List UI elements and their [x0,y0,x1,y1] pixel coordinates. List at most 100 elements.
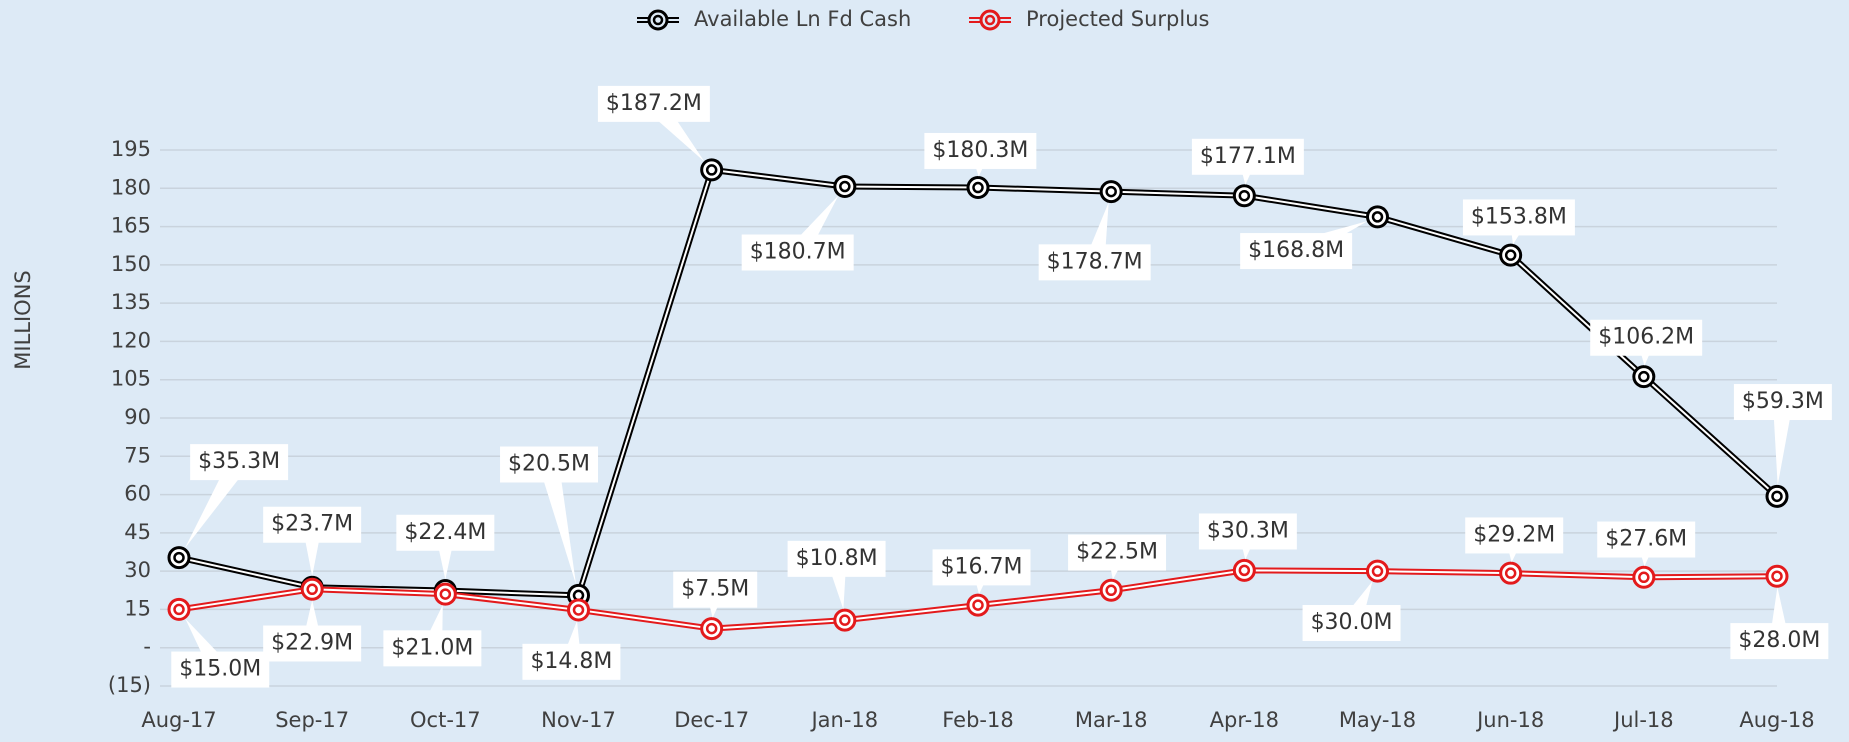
marker-inner [439,588,452,600]
value-label-group: $168.8M [1240,221,1368,270]
x-tick-label: Sep-17 [275,708,349,732]
value-label-group: $21.0M [383,604,482,667]
marker [1765,564,1789,588]
value-label-pointer [1504,534,1525,563]
marker [1099,578,1123,602]
y-tick-label: 30 [124,558,151,582]
marker-inner [705,622,718,635]
value-label-group: $7.5M [673,571,758,618]
value-label-group: $15.0M [171,618,270,688]
marker [700,158,724,182]
value-label-pointer [184,456,248,549]
value-label: $21.0M [391,635,473,660]
marker-inner [1771,570,1783,582]
value-label: $27.6M [1605,527,1687,552]
value-label-pointer [435,532,456,580]
marker-inner [173,551,185,564]
y-tick-label: 90 [124,405,151,429]
marker-inner [173,603,185,616]
value-label: $30.3M [1207,518,1289,543]
x-tick-label: Aug-18 [1739,708,1814,732]
value-label-group: $22.4M [396,514,495,580]
value-label-pointer [1237,155,1258,185]
value-label-pointer [1084,202,1109,265]
marker-inner [705,164,718,176]
value-label-pointer [185,618,229,676]
value-label-group: $28.0M [1730,587,1829,660]
value-label: $28.0M [1738,628,1820,653]
marker-inner [1371,565,1384,577]
legend-marker-inner [984,14,996,26]
value-label-pointer [1772,401,1793,486]
value-label: $29.2M [1473,522,1555,547]
value-label-group: $23.7M [263,506,362,577]
value-label-group: $29.2M [1465,517,1564,563]
x-tick-label: Mar-18 [1075,708,1148,732]
marker [1632,365,1656,389]
marker-inner [1504,249,1517,261]
x-tick-label: Jan-18 [809,708,878,732]
value-label-group: $22.5M [1068,534,1167,580]
value-label-group: $22.9M [263,600,362,662]
value-label-pointer [1237,530,1258,560]
value-label-pointer [1769,587,1790,642]
value-label-group: $180.7M [741,195,854,271]
marker-inner [1771,490,1783,503]
marker-inner [572,604,585,616]
marker [167,546,191,570]
marker [1366,205,1389,229]
value-label: $20.5M [508,452,590,477]
marker [1232,184,1256,208]
value-label-group: $178.7M [1038,202,1151,281]
legend-marker-inner [652,14,664,26]
value-label: $22.5M [1076,540,1158,565]
legend-label: Available Ln Fd Cash [694,7,911,31]
value-label-pointer [302,524,323,577]
value-label-pointer [970,150,991,177]
marker [1366,559,1389,583]
value-label: $180.7M [750,240,846,265]
x-tick-label: Jun-18 [1475,708,1544,732]
value-label-group: $35.3M [184,444,289,549]
value-label-pointer [422,604,443,651]
value-label-pointer [1636,337,1657,366]
marker [1499,243,1523,267]
x-tick-label: Feb-18 [942,708,1013,732]
marker-inner [972,599,984,611]
y-tick-label: 195 [111,137,151,161]
value-label: $177.1M [1200,144,1296,169]
marker [1099,180,1123,204]
value-label: $22.9M [271,630,353,655]
marker [433,582,457,606]
marker [1632,565,1656,589]
x-tick-label: Jul-18 [1612,708,1674,732]
y-tick-label: 135 [111,290,151,314]
value-label-group: $106.2M [1590,319,1703,366]
marker-inner [1504,567,1517,579]
marker-inner [1638,370,1650,383]
marker [1765,484,1789,508]
x-tick-label: May-18 [1339,708,1416,732]
marker-inner [1105,584,1117,597]
y-axis-label: MILLIONS [11,270,35,369]
value-label: $10.8M [796,546,878,571]
value-label-pointer [1509,215,1529,245]
value-label-group: $187.2M [597,85,710,162]
value-label-pointer [1342,580,1373,628]
x-tick-label: Apr-18 [1210,708,1279,732]
y-tick-label: 75 [124,443,151,467]
value-label-pointer [826,557,847,610]
marker-inner [839,180,851,193]
value-label: $7.5M [681,577,749,602]
y-tick-label: 180 [111,175,151,199]
y-tick-label: 165 [111,214,151,238]
x-tick-label: Nov-17 [541,708,616,732]
value-label-group: $180.3M [924,132,1037,177]
y-tick-label: 45 [124,520,151,544]
value-label-group: $59.3M [1733,384,1832,486]
y-tick-label: 105 [111,367,151,391]
value-label-pointer [539,462,577,585]
marker-inner [306,583,318,596]
